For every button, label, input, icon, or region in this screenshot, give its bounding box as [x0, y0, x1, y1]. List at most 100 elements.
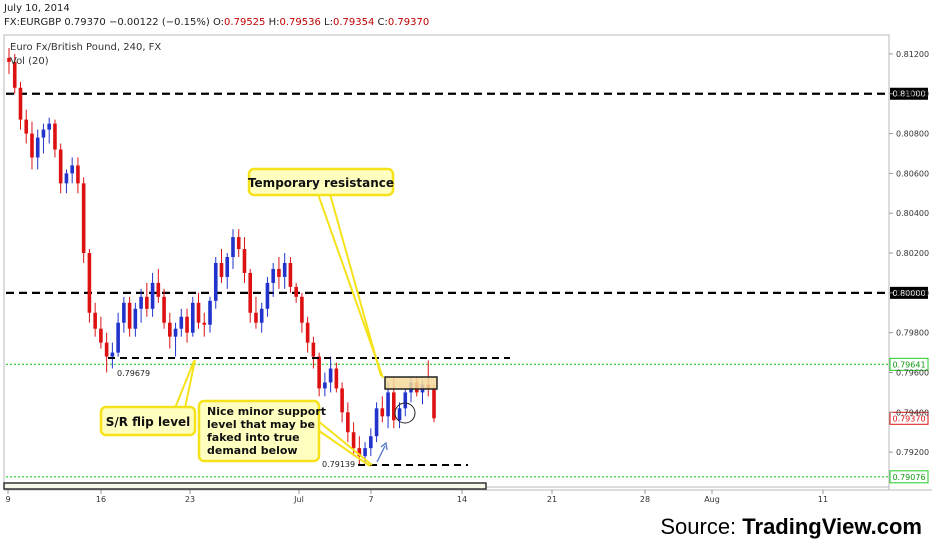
- close-value: 0.79370: [387, 17, 430, 28]
- volume-indicator-label[interactable]: Vol (20): [10, 56, 49, 67]
- price-tick-label: 0.81000: [896, 90, 929, 99]
- time-tick-label: 28: [640, 495, 650, 504]
- candle-body: [294, 286, 298, 297]
- sr-flip-callout: [99, 405, 197, 437]
- candle-body: [18, 87, 23, 120]
- candle-body: [219, 262, 224, 277]
- candle-body: [93, 312, 97, 329]
- level-price-badge: [890, 286, 928, 299]
- price-tick-label: 0.80800: [896, 130, 929, 139]
- candle-body: [323, 382, 327, 389]
- price-tick-label: 0.79200: [896, 448, 929, 457]
- temp-resistance-callout: [247, 167, 395, 197]
- candle-body: [242, 249, 247, 273]
- candle-body: [173, 328, 178, 337]
- level-price-label: 0.80000: [892, 289, 925, 298]
- minor-support-pointer-b: [311, 415, 373, 466]
- source-prefix: Source:: [660, 514, 743, 539]
- candle-body: [374, 408, 379, 437]
- sr-flip-pointer-b: [174, 360, 195, 409]
- blue-arrow-head: [380, 441, 388, 451]
- candle-body: [213, 262, 218, 301]
- minor-support-line-1: Nice minor support: [207, 405, 326, 418]
- low-level-label: 0.79139: [322, 460, 355, 469]
- price-tick-label: 0.80400: [896, 209, 929, 218]
- candle-body: [346, 412, 350, 433]
- minor-support-pointer-a: [311, 425, 371, 467]
- time-tick-label: 7: [368, 495, 373, 504]
- level-price-badge: [890, 87, 928, 100]
- blue-arrow-line: [376, 445, 386, 463]
- chart-name: Euro Fx/British Pound, 240, FX: [10, 42, 162, 53]
- time-tick-label: 14: [457, 495, 467, 504]
- sr-flip-text: S/R flip level: [106, 415, 191, 429]
- candle-body: [64, 173, 69, 184]
- candle-body: [231, 237, 235, 258]
- candle-body: [271, 268, 275, 283]
- candle-body: [156, 282, 161, 297]
- volume-strip: [3, 482, 487, 490]
- time-tick-label: Jul: [293, 495, 304, 504]
- candle-body: [432, 388, 436, 419]
- price-tick-label: 0.79400: [896, 408, 929, 417]
- candle-body: [76, 165, 80, 184]
- candle-body: [122, 302, 126, 323]
- resistance-zone: [384, 376, 438, 390]
- level-price-label: 0.81000: [892, 90, 925, 99]
- candle-body: [35, 137, 40, 158]
- candle-body: [369, 436, 373, 449]
- price-tick-label: 0.80600: [896, 169, 929, 178]
- price-tick-label: 0.79800: [896, 329, 929, 338]
- temp-resistance-text: Temporary resistance: [248, 176, 394, 190]
- candle-body: [225, 257, 230, 277]
- candle-body: [30, 133, 34, 158]
- candle-body: [81, 183, 86, 254]
- candle-body: [208, 300, 212, 325]
- candle-body: [334, 368, 339, 389]
- time-axis: 9 16 23 Jul 7 14 21 28 Aug 11: [5, 490, 828, 504]
- candle-body: [397, 408, 402, 421]
- price-axis: 0.81200 0.81000 0.80800 0.80600 0.80400 0.802…: [889, 50, 929, 457]
- candle-body: [162, 296, 166, 323]
- support-level-label: 0.79679: [117, 369, 150, 378]
- candle-body: [403, 392, 408, 409]
- candle-body: [317, 356, 321, 389]
- open-value: 0.79525: [224, 17, 266, 28]
- candle-body: [300, 296, 304, 323]
- last-price: 0.79370: [64, 17, 106, 28]
- time-tick-label: 21: [547, 495, 557, 504]
- minor-support-line-3: faked into true: [207, 431, 300, 444]
- candles-layer: [7, 47, 436, 465]
- price-change: −0.00122 (−0.15%): [108, 17, 210, 28]
- current-price-badge: [889, 411, 929, 425]
- candle-body: [340, 388, 344, 413]
- time-tick-label: 9: [5, 495, 10, 504]
- time-tick-label: 23: [185, 495, 195, 504]
- candle-body: [357, 448, 362, 457]
- candle-body: [70, 165, 74, 174]
- circle-marker: [394, 402, 416, 424]
- candle-body: [305, 322, 310, 343]
- minor-support-line-2: level that may be: [207, 418, 315, 431]
- candle-body: [265, 282, 270, 309]
- candle-body: [168, 322, 172, 337]
- candle-body: [351, 432, 356, 449]
- chart-date: July 10, 2014: [4, 3, 70, 14]
- candle-body: [99, 328, 103, 343]
- candle-body: [288, 262, 293, 287]
- level-price-badge: [889, 357, 929, 371]
- candle-body: [110, 352, 115, 357]
- candle-body: [41, 129, 46, 138]
- candle-body: [380, 408, 385, 417]
- time-tick-label: 11: [818, 495, 828, 504]
- candle-body: [179, 316, 184, 329]
- time-tick-label: 16: [96, 495, 106, 504]
- source-brand: TradingView.com: [742, 514, 922, 539]
- candle-body: [190, 302, 195, 333]
- current-price-label: 0.79370: [892, 414, 925, 423]
- candle-body: [12, 61, 17, 88]
- candle-body: [277, 268, 281, 277]
- candle-body: [236, 237, 241, 250]
- symbol: FX:EURGBP: [4, 17, 62, 28]
- candle-body: [87, 253, 92, 313]
